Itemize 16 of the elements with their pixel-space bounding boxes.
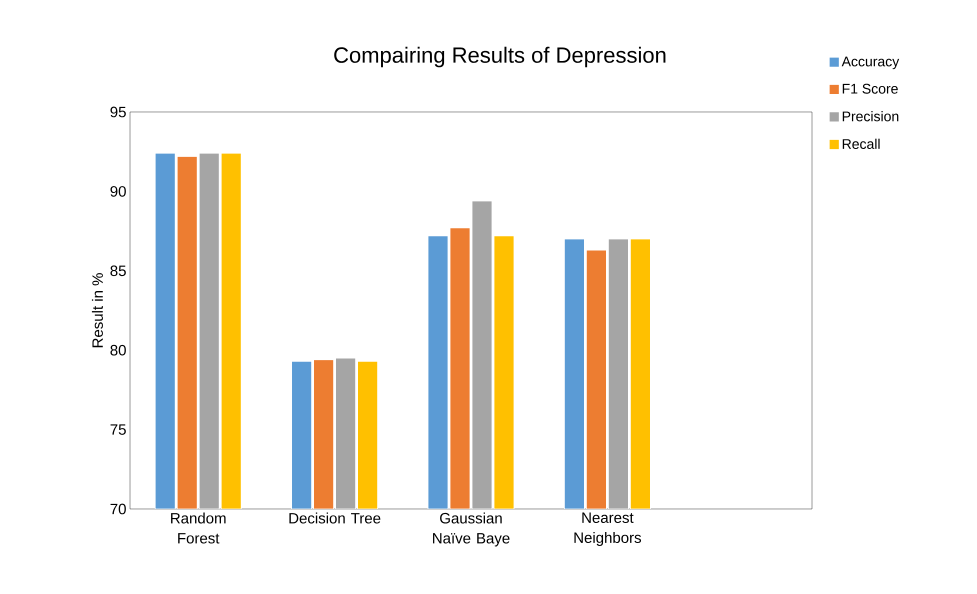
y-axis-title: Result in % — [92, 273, 103, 348]
x-tick-label: Gaussian Naïve Baye — [433, 512, 510, 546]
x-tick-label: Nearest Neighbors — [574, 512, 642, 546]
legend-label: Recall — [842, 138, 880, 149]
legend-label: F1 Score — [842, 84, 898, 94]
y-tick-label: 75 — [110, 424, 126, 435]
y-tick-label: 80 — [110, 344, 126, 356]
x-tick-label: Decision Tree — [289, 512, 380, 524]
x-tick-label: Random Forest — [171, 512, 226, 544]
y-tick-label: 90 — [110, 186, 126, 197]
legend-label: Accuracy — [842, 56, 900, 70]
y-tick-label: 85 — [110, 265, 126, 276]
y-tick-label: 70 — [110, 504, 126, 514]
legend-label: Precision — [842, 111, 898, 122]
y-tick-label: 95 — [110, 106, 126, 118]
chart-title: Compairing Results of Depression — [334, 46, 666, 68]
